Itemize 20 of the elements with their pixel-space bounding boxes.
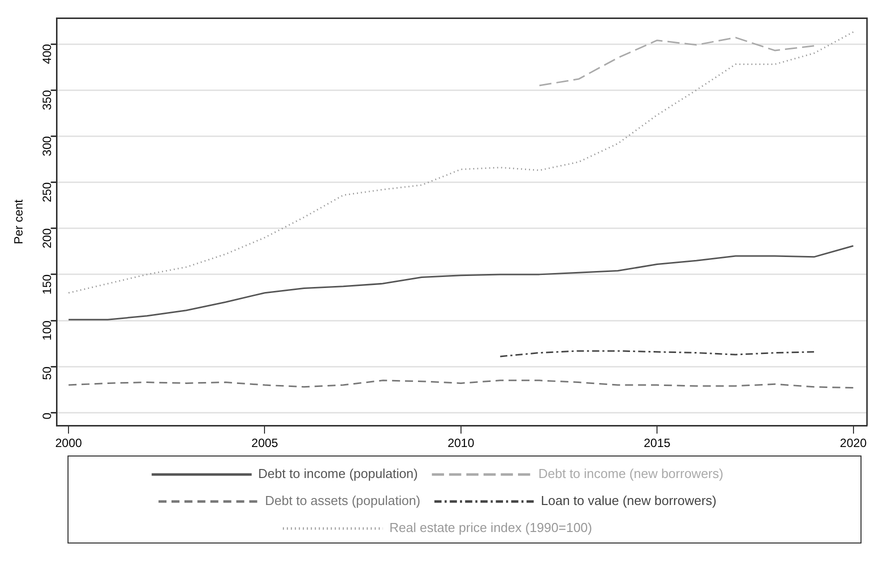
text: Debt to assets (population) [265, 493, 420, 508]
text: Real estate price index (1990=100) [389, 520, 592, 536]
y-tick-label: 100 [40, 320, 54, 341]
y-tick-label: 350 [40, 90, 54, 110]
y-tick-label: 250 [40, 182, 54, 202]
x-tick-label: 2015 [644, 436, 671, 450]
x-tick-label: 2000 [55, 436, 82, 450]
y-tick-label: 0 [40, 412, 54, 420]
y-tick-label: 300 [40, 136, 54, 156]
text: Loan to value (new borrowers) [540, 493, 716, 508]
text: Debt to income (new borrowers) [538, 466, 724, 482]
y-tick-label: 150 [40, 274, 54, 294]
x-tick-label: 2005 [251, 436, 278, 450]
y-tick-label: 200 [40, 228, 54, 248]
x-tick-label: 2010 [448, 436, 475, 450]
y-tick-label: 400 [40, 44, 54, 64]
y-tick-label: 50 [40, 366, 54, 380]
y-axis-title: Per cent [12, 198, 26, 244]
text: Debt to income (population) [258, 466, 418, 482]
x-tick-label: 2020 [840, 436, 867, 450]
